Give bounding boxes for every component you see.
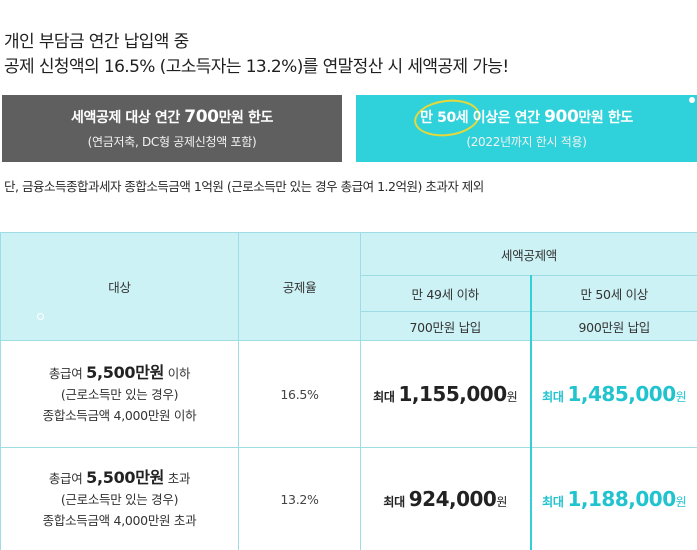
credit-unit: 원 [506,390,518,404]
limit-amount: 700 [184,107,219,127]
credit-unit: 원 [675,495,687,509]
row-target: 총급여 5,500만원 초과 (근로소득만 있는 경우) 종합소득금액 4,00… [0,447,239,550]
target-prefix: 총급여 [48,366,87,381]
limit-box-general: 세액공제 대상 연간 700만원 한도 (연금저축, DC형 공제신청액 포함) [2,95,342,162]
limit-title-prefix: 세액공제 대상 연간 [71,110,185,126]
credit-label: 최대 [542,495,568,509]
credit-value: 1,155,000 [398,382,508,406]
credit-value: 924,000 [408,487,497,511]
header-target-label: 대상 [108,280,131,295]
target-suffix: 이하 [164,366,191,381]
credit-label: 최대 [373,390,399,404]
target-prefix: 총급여 [48,471,87,486]
header-rate: 공제율 [238,232,361,341]
row-target-line3: 종합소득금액 4,000만원 이하 [42,408,197,423]
limit-box-senior-title: 만 50세 이상은 연간 900만원 한도 [356,107,697,127]
row-rate: 13.2% [238,447,361,550]
decor-dot [37,313,44,320]
intro-text: 개인 부담금 연간 납입액 중 공제 신청액의 16.5% (고소득자는 13.… [4,30,694,80]
header-target: 대상 [0,232,239,341]
row-credit-under-49: 최대 1,155,000원 [360,340,531,448]
row-credit-over-50: 최대 1,485,000원 [529,340,697,448]
header-over-50: 만 50세 이상 [529,275,697,312]
target-suffix: 초과 [164,471,191,486]
row-credit-over-50: 최대 1,188,000원 [529,447,697,550]
row-credit-under-49: 최대 924,000원 [360,447,531,550]
header-under-49-payment: 700만원 납입 [360,311,531,341]
intro-line-2: 공제 신청액의 16.5% (고소득자는 13.2%)를 연말정산 시 세액공제… [4,57,509,77]
intro-line-1: 개인 부담금 연간 납입액 중 [4,32,189,52]
credit-unit: 원 [675,390,687,404]
row-target-line1: 총급여 5,500만원 이하 [1,362,238,384]
row-target-line1: 총급여 5,500만원 초과 [1,467,238,489]
credit-value: 1,188,000 [567,487,677,511]
senior-title-suffix: 만원 한도 [578,110,633,126]
header-under-49: 만 49세 이하 [360,275,531,312]
row-target-line3: 종합소득금액 4,000만원 초과 [42,513,197,528]
limit-box-general-title: 세액공제 대상 연간 700만원 한도 [2,107,342,127]
row-target-line2: (근로소득만 있는 경우) [60,387,179,402]
credit-label: 최대 [383,495,409,509]
decor-dot [689,97,695,103]
limit-title-suffix: 만원 한도 [218,110,274,126]
row-target: 총급여 5,500만원 이하 (근로소득만 있는 경우) 종합소득금액 4,00… [0,340,239,448]
header-over-50-payment: 900만원 납입 [529,311,697,341]
credit-value: 1,485,000 [567,382,677,406]
row-rate: 16.5% [238,340,361,448]
row-target-line2: (근로소득만 있는 경우) [60,492,179,507]
senior-title-prefix: 만 50세 이상은 연간 [420,110,545,126]
target-amount: 5,500만원 [86,468,165,487]
limit-box-general-sub: (연금저축, DC형 공제신청액 포함) [87,135,257,149]
credit-unit: 원 [496,495,508,509]
senior-limit-amount: 900 [544,107,579,127]
limit-box-senior: 만 50세 이상은 연간 900만원 한도 (2022년까지 한시 적용) [356,95,697,162]
table-row: 총급여 5,500만원 이하 (근로소득만 있는 경우) 종합소득금액 4,00… [0,340,697,448]
exclusion-note: 단, 금융소득종합과세자 종합소득금액 1억원 (근로소득만 있는 경우 총급여… [4,179,484,194]
table-row: 총급여 5,500만원 초과 (근로소득만 있는 경우) 종합소득금액 4,00… [0,447,697,550]
limit-box-senior-sub: (2022년까지 한시 적용) [466,135,587,149]
credit-label: 최대 [542,390,568,404]
target-amount: 5,500만원 [86,363,165,382]
tax-credit-table: 대상 공제율 세액공제액 만 49세 이하 만 50세 이상 700만원 납입 … [0,232,697,550]
header-credit: 세액공제액 [359,232,697,276]
